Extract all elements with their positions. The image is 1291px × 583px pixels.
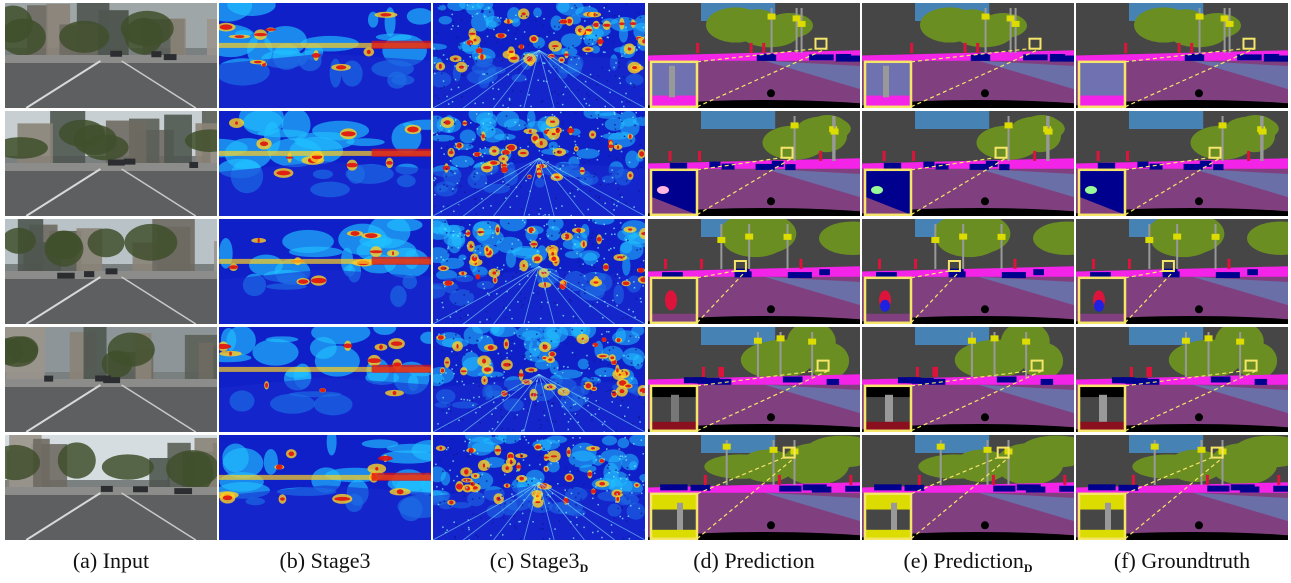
panel-input-row-1 xyxy=(5,3,217,108)
panel-stage3d-image xyxy=(433,3,645,108)
panel-predictiond-image xyxy=(862,327,1074,432)
panel-groundtruth-image xyxy=(1076,327,1288,432)
panel-input-row-3 xyxy=(5,219,217,324)
panel-prediction-row-2 xyxy=(648,111,860,216)
panel-groundtruth-image xyxy=(1076,111,1288,216)
panel-stage3d-image xyxy=(433,111,645,216)
panel-prediction-image xyxy=(648,3,860,108)
panel-input-image xyxy=(5,3,217,108)
caption-predictiond-subscript: D xyxy=(1024,561,1033,575)
panel-predictiond-row-3 xyxy=(862,219,1074,324)
panel-predictiond-image xyxy=(862,3,1074,108)
panel-stage3-image xyxy=(219,219,431,324)
panel-stage3d-row-1 xyxy=(433,3,645,108)
panel-stage3d-image xyxy=(433,435,645,540)
panel-stage3-row-5 xyxy=(219,435,431,540)
panel-input-row-4 xyxy=(5,327,217,432)
caption-predictiond: (e) PredictionD xyxy=(862,546,1074,576)
panel-stage3-row-3 xyxy=(219,219,431,324)
panel-prediction-row-5 xyxy=(648,435,860,540)
panel-stage3d-row-3 xyxy=(433,219,645,324)
caption-input-text: (a) Input xyxy=(73,548,149,573)
panel-predictiond-image xyxy=(862,111,1074,216)
panel-predictiond-image xyxy=(862,435,1074,540)
panel-groundtruth-image xyxy=(1076,435,1288,540)
panel-predictiond-row-4 xyxy=(862,327,1074,432)
panel-input-image xyxy=(5,435,217,540)
panel-stage3d-row-5 xyxy=(433,435,645,540)
panel-predictiond-row-2 xyxy=(862,111,1074,216)
panel-prediction-image xyxy=(648,327,860,432)
panel-input-image xyxy=(5,327,217,432)
caption-input: (a) Input xyxy=(5,546,217,576)
panel-predictiond-row-5 xyxy=(862,435,1074,540)
panel-groundtruth-row-2 xyxy=(1076,111,1288,216)
caption-prediction-text: (d) Prediction xyxy=(693,548,815,573)
panel-prediction-row-1 xyxy=(648,3,860,108)
caption-predictiond-text: (e) Prediction xyxy=(903,548,1023,573)
panel-stage3-image xyxy=(219,3,431,108)
panel-prediction-image xyxy=(648,219,860,324)
panel-stage3-row-4 xyxy=(219,327,431,432)
panel-groundtruth-image xyxy=(1076,3,1288,108)
panel-groundtruth-row-4 xyxy=(1076,327,1288,432)
caption-prediction: (d) Prediction xyxy=(648,546,860,576)
panel-prediction-row-4 xyxy=(648,327,860,432)
caption-stage3-text: (b) Stage3 xyxy=(279,548,370,573)
panel-stage3d-row-4 xyxy=(433,327,645,432)
panel-predictiond-image xyxy=(862,219,1074,324)
panel-stage3-image xyxy=(219,111,431,216)
panel-stage3-image xyxy=(219,327,431,432)
panel-stage3d-row-2 xyxy=(433,111,645,216)
panel-input-row-2 xyxy=(5,111,217,216)
panel-stage3d-image xyxy=(433,327,645,432)
panel-stage3-row-2 xyxy=(219,111,431,216)
caption-stage3d: (c) Stage3D xyxy=(433,546,645,576)
panel-stage3-row-1 xyxy=(219,3,431,108)
panel-prediction-row-3 xyxy=(648,219,860,324)
panel-input-row-5 xyxy=(5,435,217,540)
panel-prediction-image xyxy=(648,435,860,540)
caption-stage3d-subscript: D xyxy=(580,561,589,575)
panel-stage3-image xyxy=(219,435,431,540)
panel-groundtruth-row-5 xyxy=(1076,435,1288,540)
caption-stage3: (b) Stage3 xyxy=(219,546,431,576)
caption-groundtruth-text: (f) Groundtruth xyxy=(1114,548,1250,573)
caption-stage3d-text: (c) Stage3 xyxy=(490,548,580,573)
panel-groundtruth-row-3 xyxy=(1076,219,1288,324)
panel-input-image xyxy=(5,111,217,216)
caption-groundtruth: (f) Groundtruth xyxy=(1076,546,1288,576)
panel-groundtruth-row-1 xyxy=(1076,3,1288,108)
panel-prediction-image xyxy=(648,111,860,216)
panel-input-image xyxy=(5,219,217,324)
panel-stage3d-image xyxy=(433,219,645,324)
panel-predictiond-row-1 xyxy=(862,3,1074,108)
panel-groundtruth-image xyxy=(1076,219,1288,324)
